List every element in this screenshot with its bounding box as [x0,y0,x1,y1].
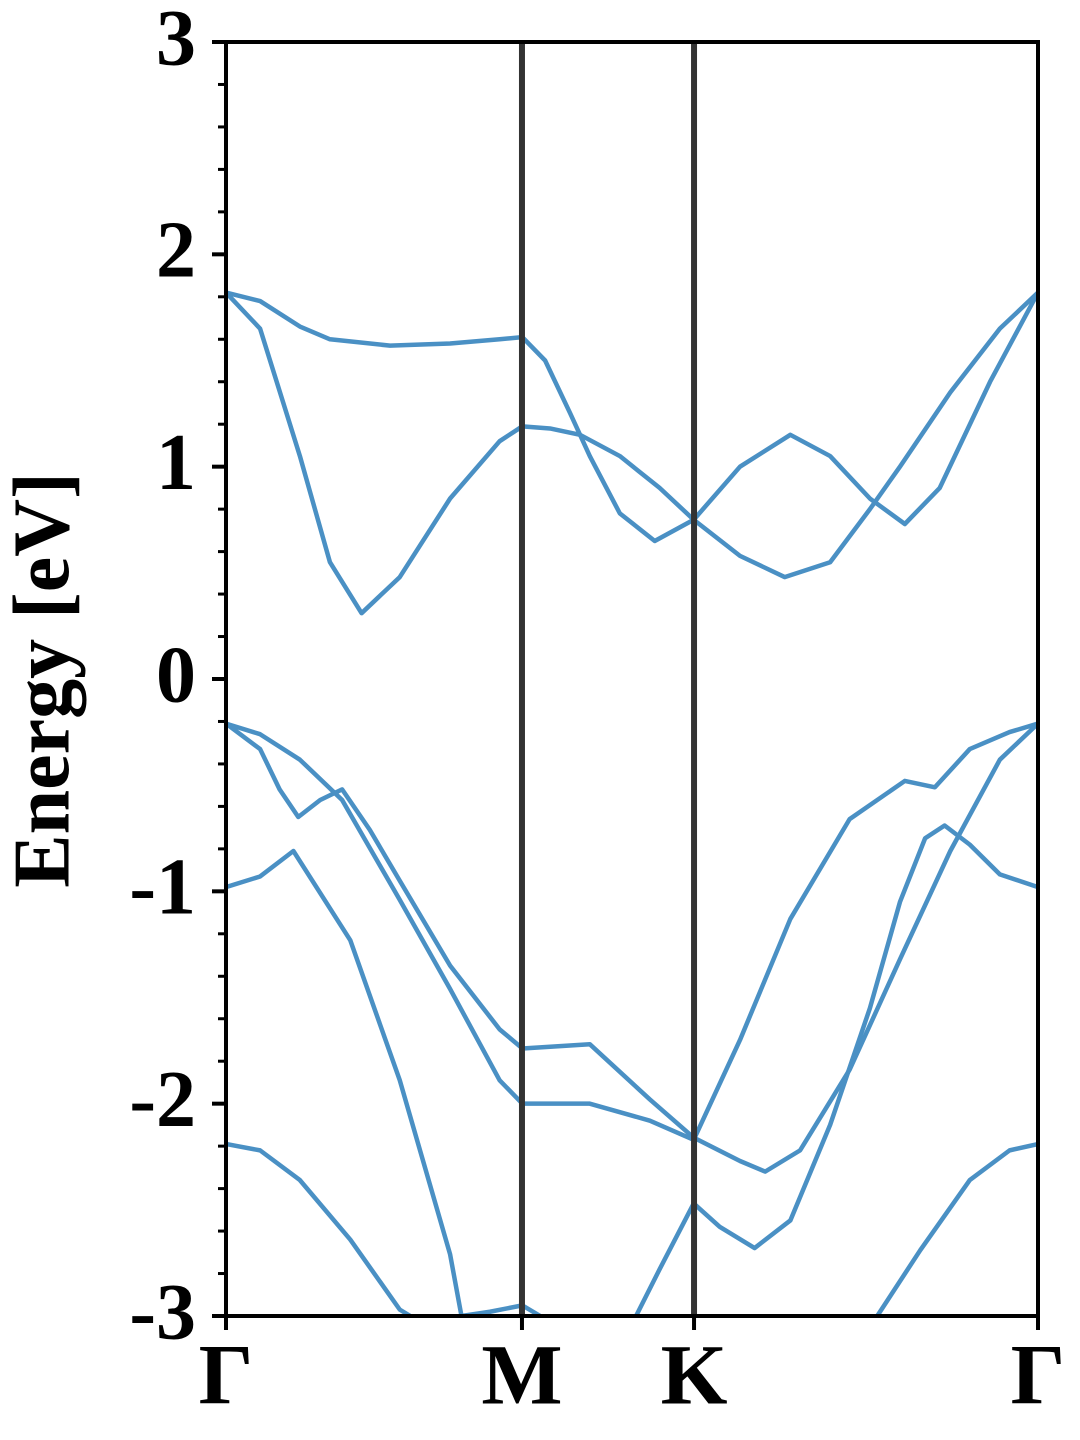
band-line [226,290,1038,616]
y-tick-label: -1 [129,844,196,932]
band-line [226,721,1038,1143]
y-axis-label: Energy [eV] [0,472,86,887]
band-line [226,823,1038,1318]
y-tick-label: 1 [156,419,196,507]
band-line [226,1141,1038,1318]
y-tick-label: 2 [156,207,196,295]
x-tick-label: Γ [1011,1327,1066,1423]
y-tick-label: 0 [156,631,196,719]
y-tick-label: -2 [129,1056,196,1144]
bands [226,290,1038,1318]
band-line [226,721,1038,1174]
x-tick-label: K [661,1327,728,1423]
x-tick-label: Γ [199,1327,254,1423]
band-line [226,290,1038,544]
y-tick-label: 3 [156,0,196,82]
x-tick-label: M [481,1327,562,1423]
plot-frame [224,40,1040,1318]
y-tick-label: -3 [129,1268,196,1356]
